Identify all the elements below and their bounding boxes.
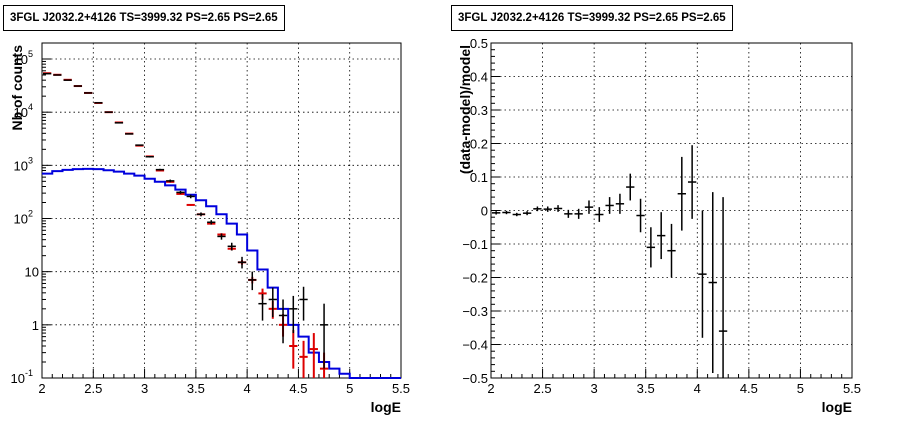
plot-frame (41, 42, 402, 379)
y-tick-label: 102 (14, 209, 33, 227)
y-tick-label: −0.4 (462, 338, 488, 353)
x-tick-label: 4.5 (289, 381, 307, 396)
x-tick-label: 4 (694, 381, 701, 396)
y-tick-label: −0.1 (462, 237, 488, 252)
x-tick-label: 2 (38, 381, 45, 396)
x-tick-label: 5.5 (392, 381, 410, 396)
x-tick-label: 3.5 (637, 381, 655, 396)
x-axis-title: logE (822, 399, 852, 415)
y-tick-label: 0.1 (470, 170, 488, 185)
y-tick-label: 10 (25, 265, 39, 280)
y-tick-label: 0.3 (470, 103, 488, 118)
x-tick-label: 3 (591, 381, 598, 396)
x-tick-label: 2.5 (84, 381, 102, 396)
y-tick-label: −0.5 (462, 371, 488, 386)
y-tick-label: 0 (481, 204, 488, 219)
y-tick-label: 1 (32, 318, 39, 333)
x-tick-label: 3.5 (187, 381, 205, 396)
residuals-plot: −0.5 −0.4 −0.3 −0.2 −0.1 0 0.1 0.2 0.3 0.4 0.5(dat… (457, 36, 861, 415)
y-tick-label: 103 (14, 155, 33, 173)
x-tick-label: 5.5 (843, 381, 861, 396)
x-tick-label: 5 (797, 381, 804, 396)
y-tick-label: 0.2 (470, 137, 488, 152)
x-tick-label: 4 (244, 381, 251, 396)
x-axis-title: logE (371, 399, 401, 415)
source-model-line (42, 167, 401, 379)
right-plot-title: 3FGL J2032.2+4126 TS=3999.32 PS=2.65 PS=… (451, 5, 733, 31)
y-tick-label: 104 (14, 102, 33, 120)
y-axis-title: (data-model)/model (457, 45, 473, 174)
x-tick-label: 2.5 (534, 381, 552, 396)
left-plot-title: 3FGL J2032.2+4126 TS=3999.32 PS=2.65 PS=… (3, 5, 285, 31)
y-tick-label: 0.5 (470, 36, 488, 51)
plot-area (42, 43, 401, 378)
y-tick-label: −0.2 (462, 271, 488, 286)
x-tick-label: 5 (346, 381, 353, 396)
y-axis-title: Nb of counts (9, 45, 25, 131)
x-tick-label: 4.5 (740, 381, 758, 396)
x-tick-label: 3 (141, 381, 148, 396)
y-tick-label: 0.4 (470, 70, 488, 85)
x-tick-label: 2 (487, 381, 494, 396)
y-tick-label: −0.3 (462, 304, 488, 319)
y-tick-label: 10-1 (11, 368, 33, 386)
y-tick-label: 105 (14, 49, 33, 67)
